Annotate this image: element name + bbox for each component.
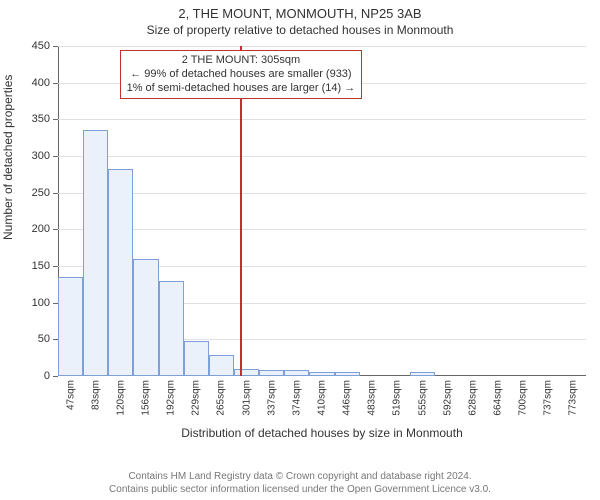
- x-tick-label: 446sqm: [342, 376, 353, 416]
- y-tick-label: 0: [44, 370, 58, 382]
- y-axis-label: Number of detached properties: [1, 75, 15, 240]
- x-tick-label: 737sqm: [543, 376, 554, 416]
- grid-line: [58, 119, 586, 120]
- plot-area: 05010015020025030035040045047sqm83sqm120…: [58, 46, 586, 376]
- histogram-bar: [209, 355, 234, 376]
- y-tick-label: 350: [32, 113, 58, 125]
- annotation-line: 1% of semi-detached houses are larger (1…: [127, 82, 356, 96]
- x-tick-label: 192sqm: [166, 376, 177, 416]
- x-tick-label: 120sqm: [115, 376, 126, 416]
- histogram-bar: [58, 277, 83, 376]
- grid-line: [58, 193, 586, 194]
- x-tick-label: 483sqm: [367, 376, 378, 416]
- histogram-bar: [159, 281, 184, 376]
- grid-line: [58, 156, 586, 157]
- x-tick-label: 83sqm: [90, 376, 101, 410]
- x-tick-label: 229sqm: [191, 376, 202, 416]
- page-subtitle: Size of property relative to detached ho…: [0, 21, 600, 37]
- x-tick-label: 664sqm: [493, 376, 504, 416]
- histogram-bar: [133, 259, 158, 376]
- y-tick-label: 450: [32, 40, 58, 52]
- annotation-box: 2 THE MOUNT: 305sqm← 99% of detached hou…: [120, 50, 363, 99]
- x-tick-label: 156sqm: [141, 376, 152, 416]
- annotation-line: 2 THE MOUNT: 305sqm: [127, 54, 356, 68]
- histogram-bar: [234, 369, 259, 376]
- histogram-bar: [83, 130, 108, 376]
- footer-line-1: Contains HM Land Registry data © Crown c…: [0, 471, 600, 484]
- x-tick-label: 773sqm: [568, 376, 579, 416]
- x-tick-label: 700sqm: [518, 376, 529, 416]
- annotation-line: ← 99% of detached houses are smaller (93…: [127, 68, 356, 82]
- x-tick-label: 374sqm: [291, 376, 302, 416]
- x-tick-label: 337sqm: [266, 376, 277, 416]
- y-tick-label: 150: [32, 260, 58, 272]
- x-axis-label: Distribution of detached houses by size …: [58, 426, 586, 440]
- footer: Contains HM Land Registry data © Crown c…: [0, 471, 600, 496]
- grid-line: [58, 229, 586, 230]
- x-tick-label: 265sqm: [216, 376, 227, 416]
- x-tick-label: 410sqm: [317, 376, 328, 416]
- x-tick-label: 592sqm: [442, 376, 453, 416]
- histogram-bar: [108, 169, 133, 376]
- histogram-bar: [184, 341, 209, 376]
- y-tick-label: 200: [32, 223, 58, 235]
- y-tick-label: 250: [32, 187, 58, 199]
- y-tick-label: 400: [32, 77, 58, 89]
- y-tick-label: 300: [32, 150, 58, 162]
- x-tick-label: 519sqm: [392, 376, 403, 416]
- x-tick-label: 555sqm: [417, 376, 428, 416]
- x-tick-label: 628sqm: [467, 376, 478, 416]
- grid-line: [58, 46, 586, 47]
- chart-container: Number of detached properties 0501001502…: [0, 40, 600, 440]
- x-tick-label: 47sqm: [65, 376, 76, 410]
- x-tick-label: 301sqm: [241, 376, 252, 416]
- y-tick-label: 50: [38, 333, 58, 345]
- footer-line-2: Contains public sector information licen…: [0, 484, 600, 497]
- page-title: 2, THE MOUNT, MONMOUTH, NP25 3AB: [0, 0, 600, 21]
- y-tick-label: 100: [32, 297, 58, 309]
